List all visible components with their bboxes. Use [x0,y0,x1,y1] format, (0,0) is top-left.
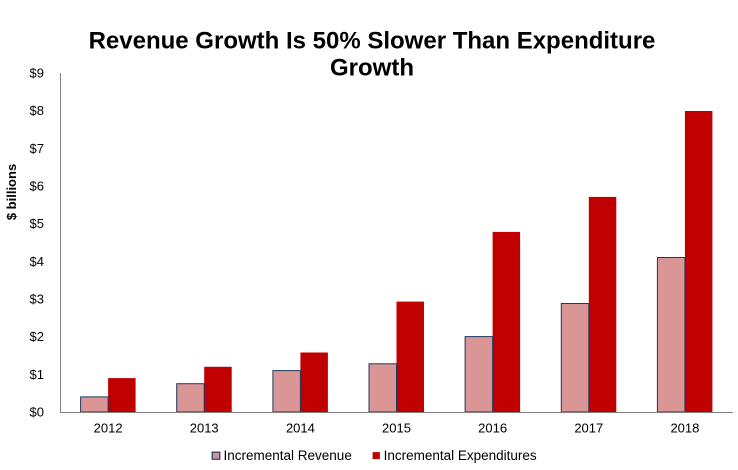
svg-text:$ billions: $ billions [4,164,19,220]
svg-text:$5: $5 [30,216,44,231]
svg-text:$9: $9 [30,66,44,81]
svg-text:$1: $1 [30,367,44,382]
svg-text:2014: 2014 [286,420,315,435]
svg-text:$2: $2 [30,329,44,344]
svg-text:$8: $8 [30,103,44,118]
svg-text:Revenue Growth Is 50% Slower T: Revenue Growth Is 50% Slower Than Expend… [89,27,656,54]
svg-text:2015: 2015 [382,420,411,435]
svg-text:2018: 2018 [670,420,699,435]
svg-text:$0: $0 [30,405,44,420]
svg-text:Incremental Expenditures: Incremental Expenditures [384,448,537,463]
svg-text:Growth: Growth [330,54,414,81]
svg-text:$7: $7 [30,141,44,156]
svg-text:2012: 2012 [94,420,123,435]
svg-text:$4: $4 [30,254,44,269]
svg-text:Incremental Revenue: Incremental Revenue [224,448,352,463]
svg-text:2016: 2016 [478,420,507,435]
svg-text:2017: 2017 [574,420,603,435]
svg-text:$3: $3 [30,292,44,307]
svg-text:$6: $6 [30,179,44,194]
svg-text:2013: 2013 [190,420,219,435]
